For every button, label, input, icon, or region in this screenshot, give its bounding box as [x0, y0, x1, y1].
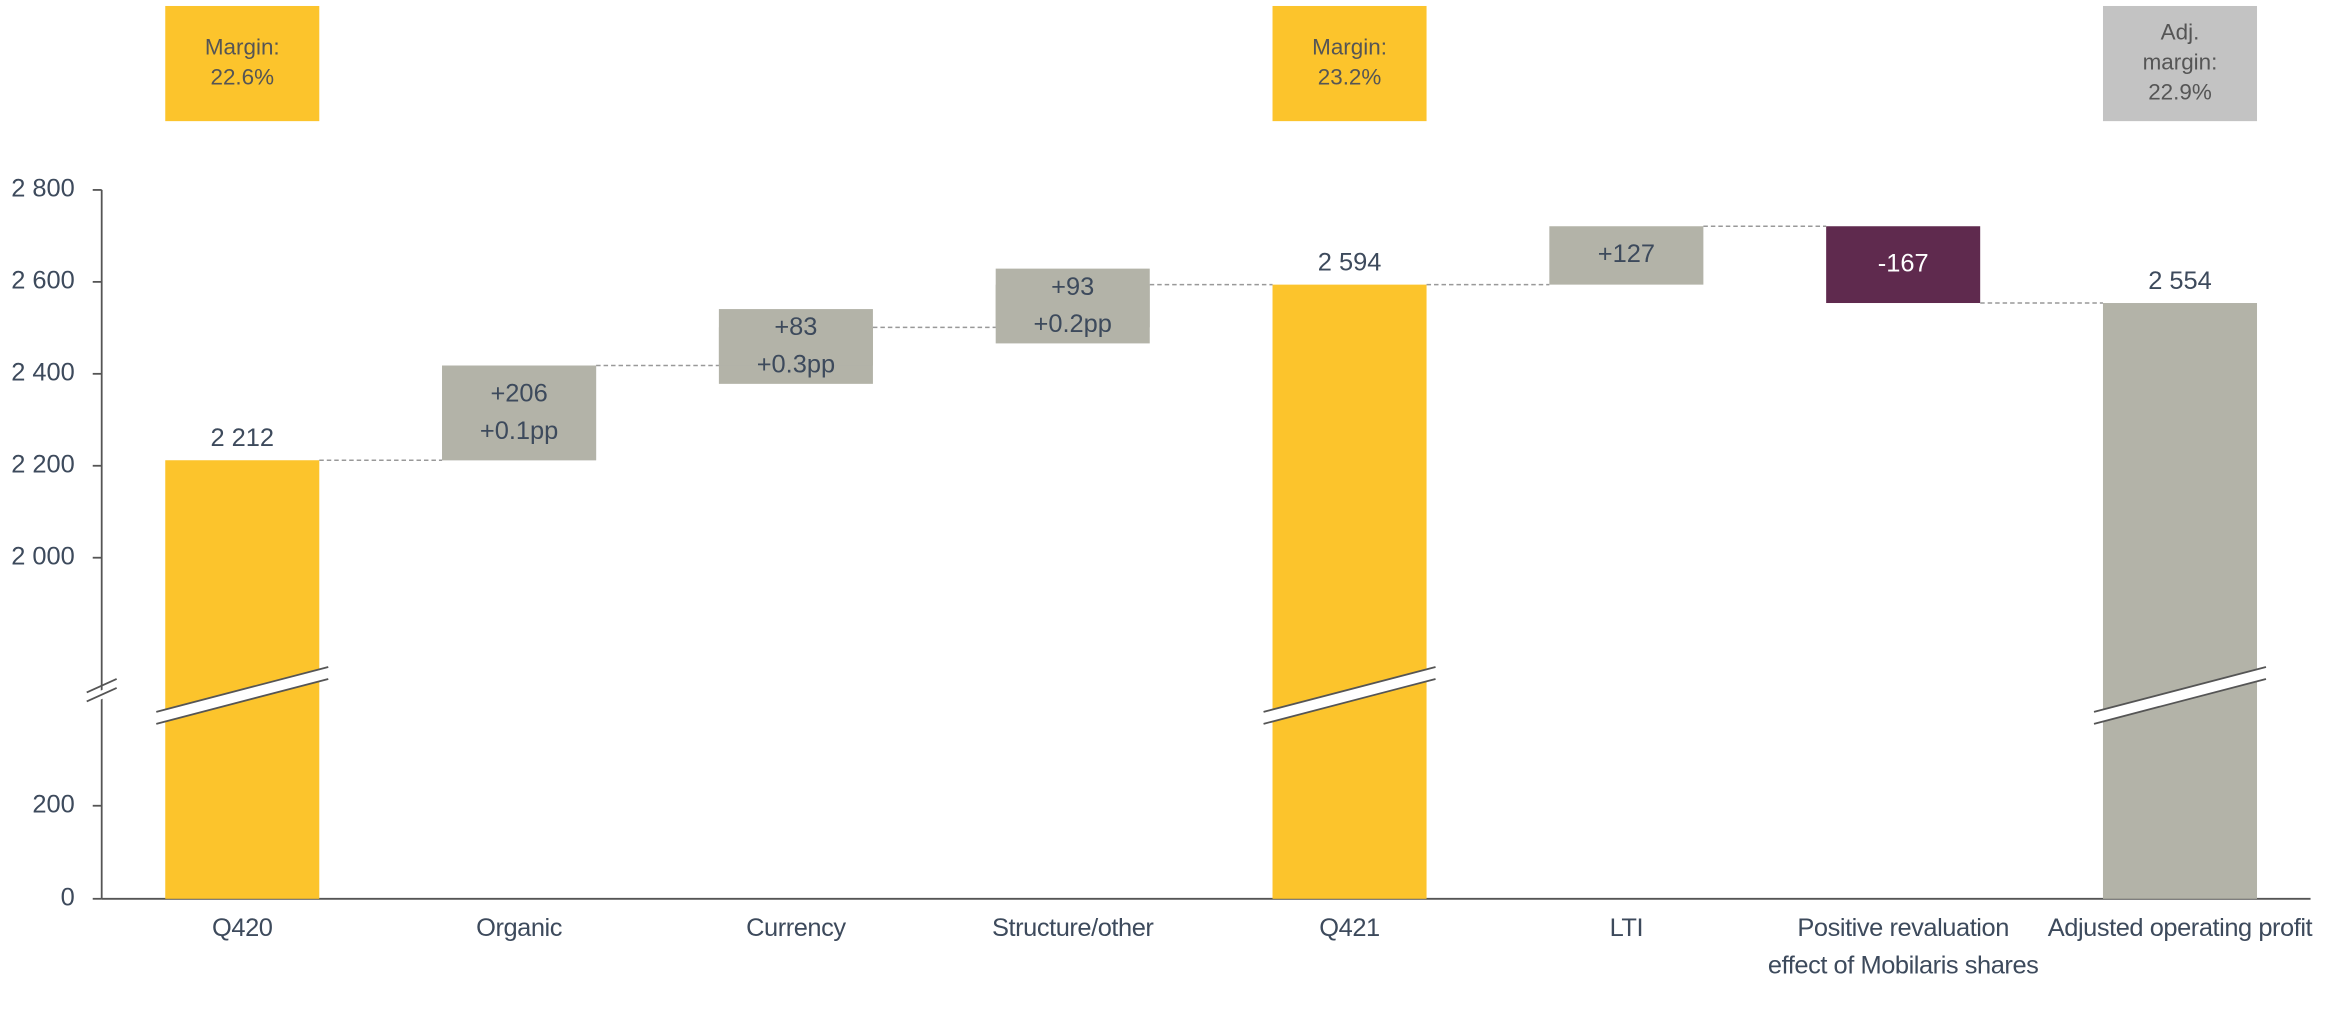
value-label: 2 212: [210, 424, 274, 452]
margin-label: 22.6%: [210, 64, 274, 89]
x-tick-label: Organic: [476, 913, 563, 943]
margin-change-label: +0.2pp: [1034, 310, 1112, 338]
bar: [1272, 284, 1427, 899]
bar-break: [156, 666, 329, 724]
value-label: +206: [490, 380, 547, 408]
y-tick-label: 0: [61, 884, 75, 912]
y-tick-label: 2 200: [11, 450, 75, 478]
x-tick-label: Adjusted operating profit: [2047, 913, 2313, 943]
x-tick-label: Positive revaluation effect of Mobilaris…: [1767, 913, 2039, 980]
x-tick-label: Structure/other: [991, 913, 1154, 943]
bar-break: [2093, 666, 2266, 724]
y-tick-label: 2 400: [11, 359, 75, 387]
axis-break-line: [86, 678, 118, 694]
bar-break-line: [2093, 678, 2267, 725]
bar-break-line: [1263, 678, 1436, 725]
axis-break-line: [86, 687, 118, 703]
margin-change-label: +0.3pp: [757, 351, 835, 379]
x-tick-label: LTI: [1609, 913, 1644, 943]
bar: [442, 365, 597, 461]
x-tick-label: Q420: [212, 913, 273, 943]
x-tick-label: Q421: [1319, 913, 1380, 943]
bar-break-line: [156, 678, 329, 725]
value-label: +83: [774, 313, 817, 341]
margin-box: [165, 5, 320, 122]
margin-label: margin:: [2143, 49, 2218, 74]
value-label: 2 594: [1318, 248, 1382, 276]
margin-box: [1272, 5, 1427, 122]
bar-break: [1263, 666, 1436, 724]
bar: [995, 284, 1150, 328]
y-tick-label: 2 000: [11, 542, 75, 570]
y-tick-label: 2 800: [11, 175, 75, 203]
margin-label: Margin:: [205, 35, 280, 60]
bar-break-line: [156, 666, 329, 713]
margin-label: Adj.: [2161, 20, 2200, 45]
y-tick-label: 2 600: [11, 267, 75, 295]
bar: [1826, 226, 1981, 304]
bar-break-line: [2093, 666, 2267, 713]
bar: [2102, 303, 2258, 899]
bar-break-line: [1263, 666, 1436, 713]
margin-label: Margin:: [1312, 35, 1387, 60]
value-label: 2 554: [2148, 267, 2212, 295]
value-label: -167: [1878, 249, 1929, 277]
margin-box: [2102, 5, 2258, 122]
margin-label: 22.9%: [2148, 79, 2212, 104]
bar: [718, 327, 873, 366]
value-label: +127: [1598, 240, 1655, 268]
margin-label: 23.2%: [1318, 64, 1382, 89]
value-label: +93: [1051, 273, 1094, 301]
bar: [1549, 226, 1704, 285]
margin-change-label: +0.1pp: [480, 417, 558, 445]
y-tick-label: 200: [32, 790, 74, 818]
x-tick-label: Currency: [746, 913, 846, 943]
